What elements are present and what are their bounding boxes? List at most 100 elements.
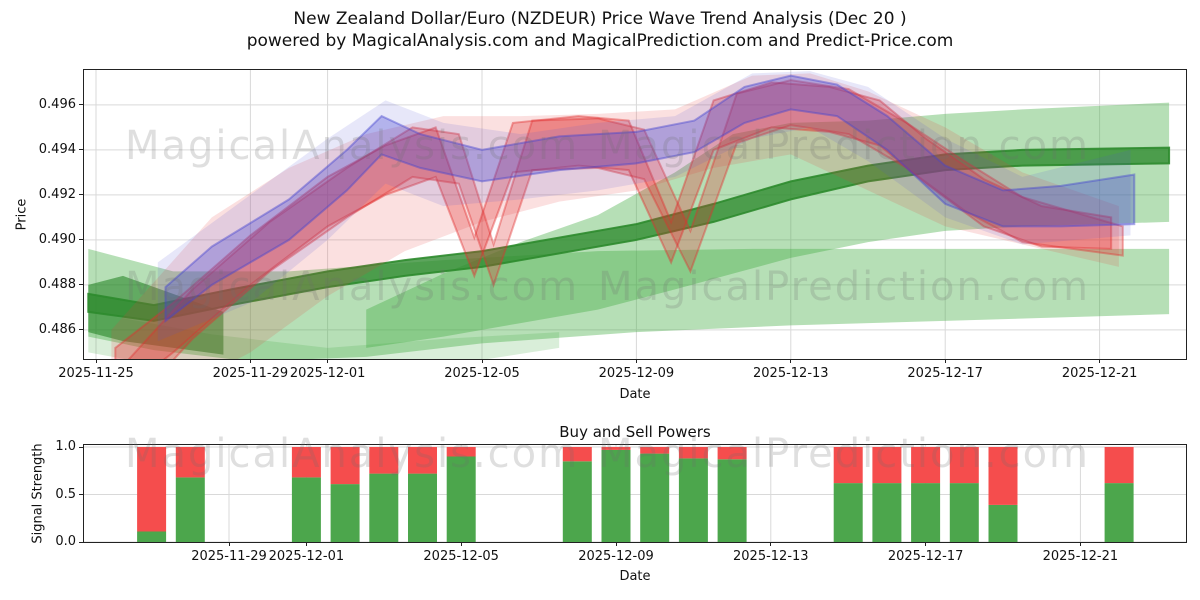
top-x-ticklabel: 2025-12-17: [907, 366, 983, 381]
top-x-ticklabel: 2025-12-09: [598, 366, 675, 381]
top-x-ticklabel: 2025-12-13: [753, 366, 829, 381]
buy-bar-2025-12-01: [291, 477, 321, 542]
bottom-x-tickmark: [770, 542, 772, 546]
band-red-envelope: [111, 73, 1119, 359]
bottom-x-tickmark: [1079, 542, 1081, 546]
top-date-axis-label: Date: [619, 387, 651, 402]
sell-bar-2025-12-22: [1104, 447, 1134, 484]
buy-bar-2025-12-17: [911, 483, 941, 542]
top-x-ticklabel: 2025-11-29: [212, 366, 289, 381]
sell-bar-2025-11-27: [137, 447, 167, 532]
buy-bar-2025-12-18: [949, 483, 979, 542]
top-x-tickmark: [1099, 359, 1101, 363]
signal-plot-frame: [83, 444, 1187, 543]
band-blue-main-wave: [164, 74, 1136, 323]
watermark-magicalprediction: MagicalPrediction.com: [598, 431, 1090, 477]
watermark-magicalanalysis: MagicalAnalysis.com: [125, 123, 580, 169]
top-y-ticklabel: 0.486: [38, 321, 76, 337]
buy-bar-2025-12-03: [369, 473, 399, 542]
price-plot-canvas: [84, 70, 1186, 359]
sell-bar-2025-12-15: [833, 447, 863, 484]
bottom-x-ticklabel: 2025-12-13: [733, 549, 809, 564]
top-x-tickmark: [249, 359, 251, 363]
sell-bar-2025-12-09: [601, 447, 631, 450]
sell-bar-2025-12-17: [911, 447, 941, 484]
top-y-tickmark: [79, 104, 83, 106]
top-x-tickmark: [944, 359, 946, 363]
top-x-ticklabel: 2025-11-25: [58, 366, 134, 381]
buy-bar-2025-12-02: [330, 484, 360, 542]
bottom-x-tickmark: [228, 542, 230, 546]
bottom-y-ticklabel: 0.5: [55, 486, 76, 502]
buy-bar-2025-12-12: [717, 459, 747, 542]
top-y-ticklabel: 0.492: [38, 186, 76, 202]
sell-bar-2025-12-18: [949, 447, 979, 484]
bottom-x-tickmark: [925, 542, 927, 546]
bottom-y-tickmark: [79, 494, 83, 495]
sell-bar-2025-12-02: [330, 447, 360, 485]
buy-bar-2025-12-16: [872, 483, 902, 542]
buy-bar-2025-12-22: [1104, 483, 1134, 542]
sell-bar-2025-12-19: [988, 447, 1018, 505]
bottom-date-axis-label: Date: [619, 569, 651, 584]
top-x-tickmark: [790, 359, 792, 363]
top-y-ticklabel: 0.496: [38, 96, 76, 112]
figure-title-line1: New Zealand Dollar/Euro (NZDEUR) Price W…: [293, 9, 907, 29]
sell-bar-2025-12-03: [369, 447, 399, 474]
top-x-tickmark: [635, 359, 637, 363]
sell-bar-2025-12-05: [446, 447, 476, 457]
buy-bar-2025-12-15: [833, 483, 863, 542]
bottom-x-ticklabel: 2025-12-05: [423, 549, 499, 564]
top-y-tickmark: [79, 149, 83, 151]
top-y-tickmark: [79, 284, 83, 286]
top-y-tickmark: [79, 194, 83, 196]
top-y-ticklabel: 0.488: [38, 276, 76, 292]
buy-bar-2025-12-11: [678, 458, 708, 542]
watermark-magicalprediction: MagicalPrediction.com: [598, 123, 1090, 169]
buy-bar-2025-11-28: [175, 477, 205, 542]
sell-bar-2025-12-16: [872, 447, 902, 484]
top-y-tickmark: [79, 239, 83, 241]
band-blue-halo: [157, 71, 1131, 342]
top-x-ticklabel: 2025-12-01: [289, 366, 366, 381]
band-red-wave-2: [127, 79, 1124, 359]
watermark-magicalanalysis: MagicalAnalysis.com: [125, 431, 580, 477]
buy-bar-2025-12-05: [446, 456, 476, 542]
watermark-magicalprediction: MagicalPrediction.com: [598, 264, 1090, 310]
sell-bar-2025-11-28: [175, 447, 205, 478]
bottom-x-tickmark: [460, 542, 462, 546]
sell-bar-2025-12-04: [408, 447, 437, 474]
bottom-x-ticklabel: 2025-12-01: [268, 549, 345, 564]
band-green-trend-band: [87, 146, 1171, 322]
bottom-x-ticklabel: 2025-12-21: [1042, 549, 1119, 564]
figure-title-line2: powered by MagicalAnalysis.com and Magic…: [246, 31, 954, 51]
top-y-ticklabel: 0.490: [38, 231, 76, 247]
top-x-tickmark: [95, 359, 97, 363]
watermark-magicalanalysis: MagicalAnalysis.com: [125, 264, 580, 310]
bottom-x-ticklabel: 2025-12-17: [887, 549, 964, 564]
buy-bar-2025-12-09: [601, 449, 631, 542]
bottom-chart-title: Buy and Sell Powers: [559, 423, 711, 441]
buy-bar-2025-12-19: [988, 504, 1018, 542]
bottom-y-ticklabel: 0.0: [55, 534, 76, 549]
sell-bar-2025-12-12: [717, 447, 747, 460]
bottom-x-ticklabel: 2025-11-29: [191, 549, 267, 564]
top-x-ticklabel: 2025-12-21: [1061, 366, 1138, 381]
bottom-y-ticklabel: 1.0: [55, 439, 76, 454]
sell-bar-2025-12-10: [640, 447, 670, 454]
band-red-wave-1: [114, 81, 1113, 359]
bottom-x-tickmark: [615, 542, 617, 546]
sell-bar-2025-12-01: [291, 447, 321, 478]
top-x-tickmark: [327, 359, 329, 363]
buy-bar-2025-12-08: [562, 461, 592, 542]
bottom-x-tickmark: [305, 542, 307, 546]
buy-bar-2025-12-10: [640, 453, 670, 542]
sell-bar-2025-12-11: [678, 447, 708, 459]
price-plot-frame: [83, 69, 1187, 360]
signal-plot-canvas: [84, 445, 1186, 542]
bottom-y-tickmark: [79, 446, 83, 448]
buy-bar-2025-12-04: [408, 473, 437, 542]
figure-title: New Zealand Dollar/Euro (NZDEUR) Price W…: [0, 8, 1200, 52]
top-x-tickmark: [481, 359, 483, 363]
